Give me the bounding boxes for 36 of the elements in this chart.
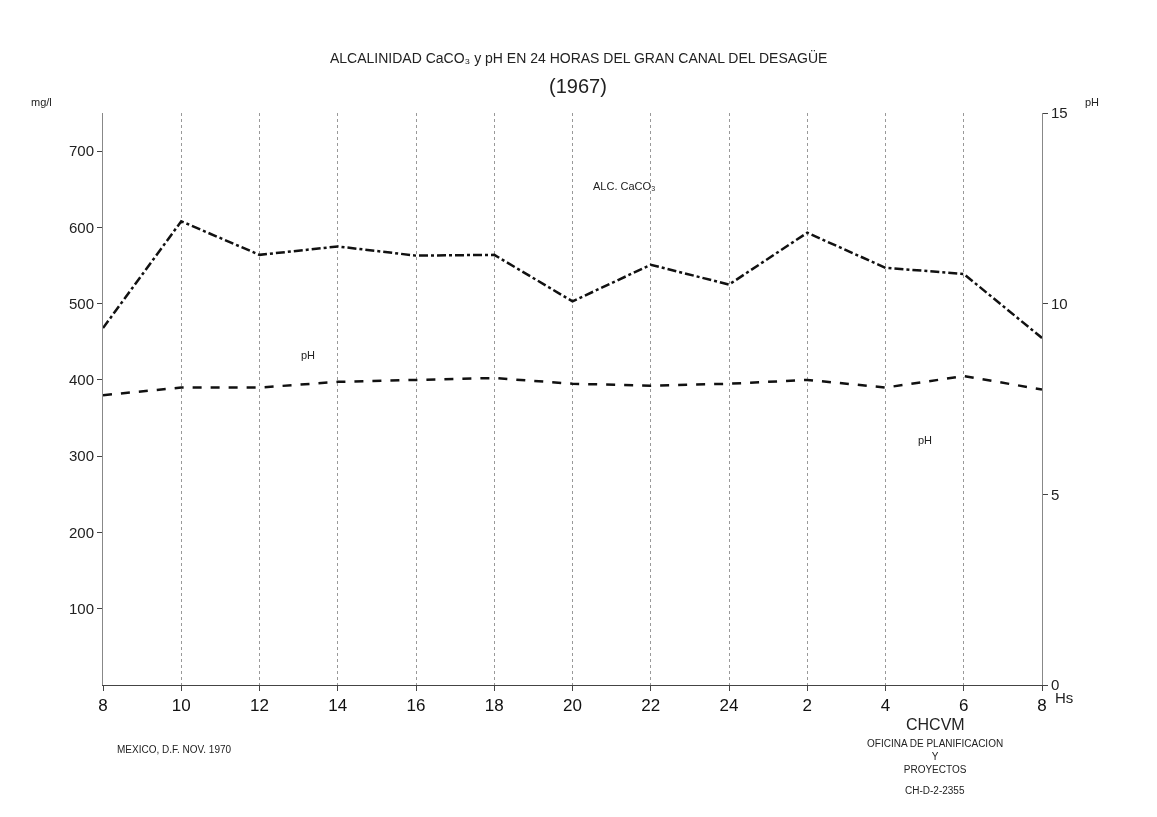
x-tick-label: 24 xyxy=(719,696,739,716)
x-tick-label: 12 xyxy=(250,696,269,716)
annotation: pH xyxy=(918,434,933,446)
annotation: ALC. CaCO₃ xyxy=(593,180,656,192)
y-tick-label: 400 xyxy=(68,371,94,389)
x-tick-label: 18 xyxy=(484,696,504,716)
x-tick-label: 8 xyxy=(1037,696,1047,716)
x-tick-label: 2 xyxy=(802,696,812,716)
text: CHCVM xyxy=(906,716,965,733)
text: CH-D-2-2355 xyxy=(905,785,965,796)
y-tick-label: 300 xyxy=(68,447,94,465)
y-tick-label: 500 xyxy=(68,294,94,312)
chart-subtitle: (1967) xyxy=(549,75,607,97)
x-tick-label: 16 xyxy=(406,696,426,716)
text: MEXICO, D.F. NOV. 1970 xyxy=(117,744,232,755)
y2-tick-label: 15 xyxy=(1051,104,1068,122)
line-series xyxy=(103,220,1042,340)
y-tick-label: 100 xyxy=(68,599,94,617)
chart-title: ALCALINIDAD CaCO₃ y pH EN 24 HORAS DEL GRAN CANAL DEL DESAGÜE xyxy=(330,49,828,66)
x-tick-label: 10 xyxy=(171,696,191,716)
x-tick-label: 6 xyxy=(959,696,969,716)
y-axis-title: mg/l xyxy=(31,96,52,108)
x-tick-label: 8 xyxy=(98,696,108,716)
y2-axis-title: pH xyxy=(1085,96,1100,108)
annotation: pH xyxy=(301,349,316,361)
y-tick-label: 600 xyxy=(68,218,94,236)
x-tick-label: 4 xyxy=(880,696,891,716)
x-tick-label: 22 xyxy=(641,696,661,716)
x-tick-label: 20 xyxy=(563,696,582,716)
y2-tick-label: 5 xyxy=(1051,485,1060,503)
line-series xyxy=(103,374,1042,397)
x-tick-label: 14 xyxy=(328,696,348,716)
text: OFICINA DE PLANIFICACION Y PROYECTOS xyxy=(867,738,1004,775)
y-tick-label: 200 xyxy=(68,523,94,541)
y2-tick-label: 10 xyxy=(1051,294,1068,312)
y-tick-label: 700 xyxy=(68,142,94,160)
